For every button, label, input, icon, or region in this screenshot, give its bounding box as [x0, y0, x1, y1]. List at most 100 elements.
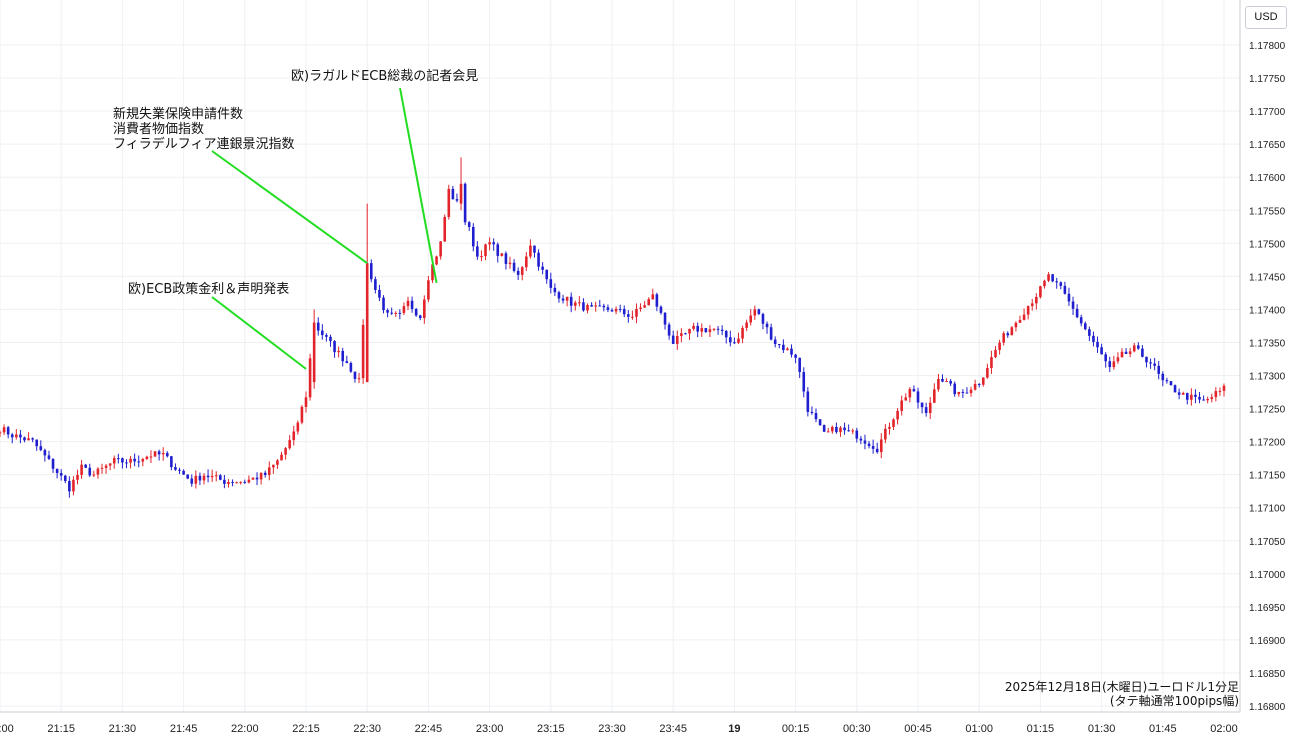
candle-body [1010, 327, 1014, 336]
candle-body [1067, 293, 1071, 302]
candle-body [667, 324, 671, 336]
candle-body [488, 242, 491, 245]
candle-body [561, 298, 565, 301]
price-tick-label: 1.17200 [1249, 438, 1286, 449]
candle-body [378, 289, 381, 298]
candle-body [994, 349, 997, 358]
candle-body [186, 474, 189, 479]
candle-body [117, 458, 120, 460]
candle-body [337, 350, 340, 353]
price-tick-label: 1.17300 [1249, 372, 1286, 383]
candle-body [27, 438, 30, 441]
time-tick-label: 19 [728, 723, 740, 735]
candle-body [161, 453, 165, 455]
time-tick-label: 22:30 [353, 723, 381, 735]
time-tick-label: 00:15 [782, 723, 810, 735]
candle-body [243, 481, 247, 483]
candle-body [586, 305, 589, 311]
candle-body [716, 328, 720, 330]
candle-body [190, 478, 194, 484]
candle-body [937, 378, 940, 390]
candle-body [884, 428, 887, 440]
candle-body [896, 410, 899, 420]
candle-body [892, 419, 895, 427]
candle-body [361, 324, 365, 379]
candle-body [121, 458, 124, 463]
time-tick-label: 01:15 [1027, 723, 1055, 735]
candle-body [986, 368, 989, 378]
candle-body [990, 357, 993, 369]
candle-body [826, 431, 830, 433]
price-tick-label: 1.17800 [1249, 41, 1286, 52]
candle-body [933, 389, 936, 403]
candle-body [675, 335, 679, 344]
candle-body [198, 475, 202, 481]
candle-body [410, 300, 414, 309]
candle-body [908, 389, 912, 398]
candle-body [406, 300, 410, 307]
price-tick-label: 1.16900 [1249, 636, 1286, 647]
candle-body [480, 256, 483, 258]
time-tick-label: 23:15 [537, 723, 565, 735]
candle-body [1128, 351, 1132, 354]
candle-body [582, 302, 585, 311]
candle-body [1161, 373, 1165, 381]
candle-body [614, 308, 618, 312]
candle-body [394, 312, 398, 314]
candle-body [802, 372, 806, 392]
price-tick-label: 1.17250 [1249, 405, 1286, 416]
candle-body [969, 389, 973, 394]
candle-body [684, 333, 687, 335]
candle-body [349, 363, 353, 372]
price-tick-label: 1.16950 [1249, 603, 1286, 614]
candle-body [753, 309, 757, 316]
candle-body [1055, 281, 1059, 283]
candle-body [1173, 385, 1177, 393]
price-axis[interactable]: 1.17800 1.17750 1.17700 1.17650 1.17600 1.175… [1249, 41, 1286, 713]
candle-body [606, 307, 610, 311]
candle-body [831, 426, 834, 432]
candle-body [888, 426, 891, 429]
candle-body [924, 407, 928, 413]
currency-badge[interactable]: USD [1245, 6, 1287, 29]
price-tick-label: 1.17100 [1249, 504, 1286, 515]
candle-body [557, 292, 561, 299]
candle-body [1059, 282, 1063, 286]
candle-body [729, 337, 732, 343]
candle-body [741, 327, 744, 339]
price-tick-label: 1.16850 [1249, 669, 1286, 680]
candle-body [1088, 329, 1091, 336]
candle-body [663, 312, 667, 325]
candle-body [867, 443, 871, 447]
time-axis[interactable]: 21:00 21:15 21:30 21:45 22:00 22:15 22:30 22:45… [0, 723, 1238, 735]
candle-body [1116, 357, 1120, 362]
time-tick-label: 21:30 [109, 723, 137, 735]
annotation-line-us-data [211, 150, 368, 264]
candle-body [170, 456, 173, 468]
candle-body [1083, 323, 1087, 330]
candle-body [447, 188, 451, 217]
candle-body [1181, 392, 1185, 395]
candle-body [786, 348, 789, 351]
candle-body [1051, 274, 1054, 282]
candle-body [855, 430, 859, 439]
candle-body [565, 296, 569, 301]
candle-body [761, 313, 765, 324]
time-tick-label: 00:30 [843, 723, 871, 735]
candle-body [182, 470, 185, 475]
candle-body [765, 323, 769, 328]
candle-body [137, 461, 141, 463]
candle-body [112, 458, 116, 464]
annotation-lagarde: 欧)ラガルドECB総裁の記者会見 [291, 69, 479, 84]
candle-body [998, 342, 1001, 350]
candle-body [145, 456, 149, 460]
candle-body [1218, 390, 1222, 392]
candle-body [223, 479, 226, 484]
candle-body [1039, 286, 1042, 297]
candle-body [1071, 301, 1075, 309]
candle-body [455, 199, 459, 201]
candle-body [529, 245, 532, 257]
candle-body [981, 377, 985, 385]
candle-body [810, 411, 814, 413]
